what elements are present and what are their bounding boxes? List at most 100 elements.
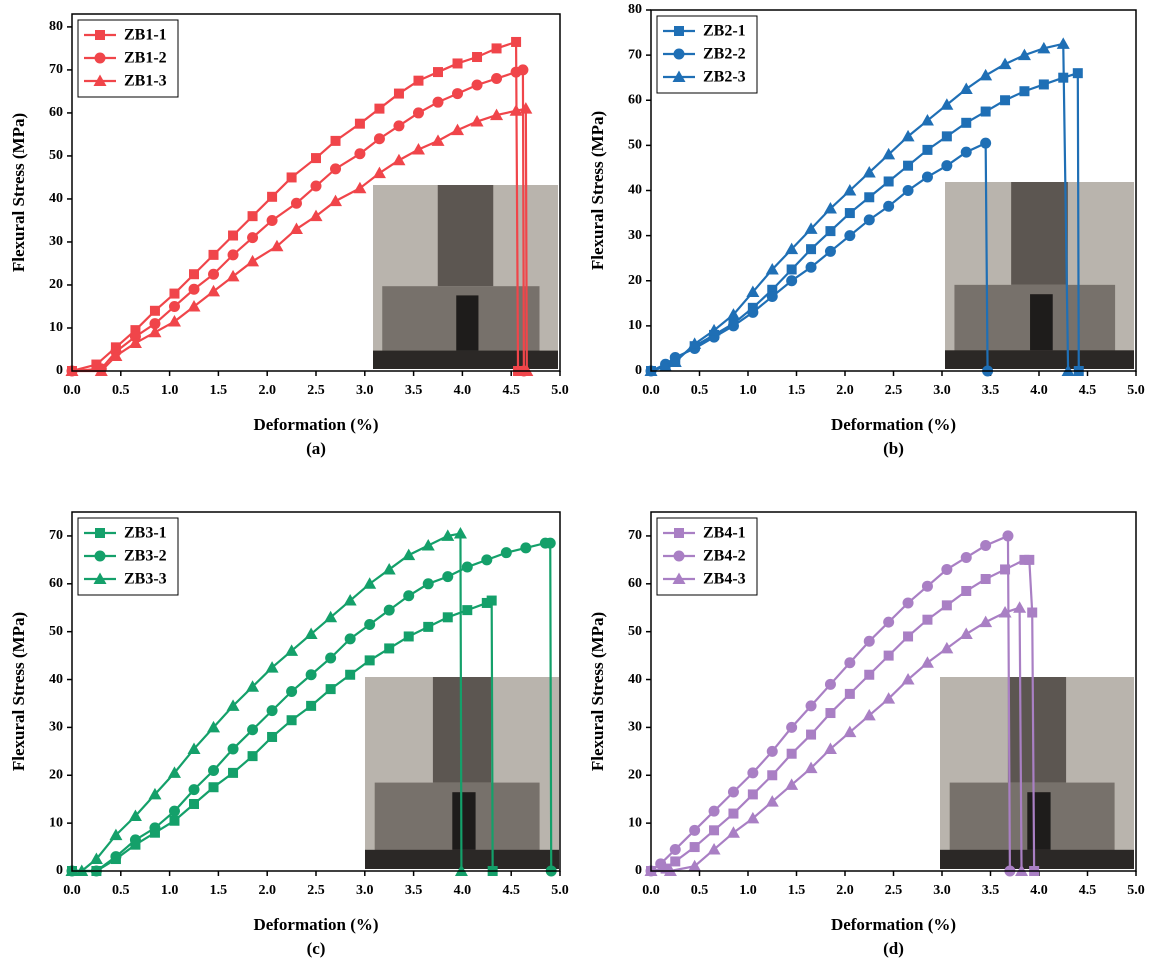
marker <box>786 721 798 733</box>
marker <box>670 856 681 867</box>
y-tick-label: 80 <box>49 19 63 34</box>
panel: 0.0 0.5 1.0 1.5 2.0 2.5 3.0 3.5 4.0 4.5 5.0 0 10 20 30… <box>9 13 569 458</box>
marker <box>421 539 435 551</box>
marker <box>1037 41 1051 54</box>
marker <box>451 123 465 136</box>
marker <box>168 805 180 817</box>
marker <box>1072 68 1083 79</box>
marker <box>921 171 933 183</box>
legend-label: ZB4-1 <box>703 525 746 542</box>
marker <box>511 36 522 47</box>
marker <box>422 578 434 590</box>
marker <box>452 58 463 69</box>
marker <box>785 242 799 255</box>
marker <box>747 767 759 779</box>
marker <box>128 809 142 821</box>
marker <box>470 115 484 127</box>
legend-marker <box>673 48 685 60</box>
marker <box>306 700 317 711</box>
legend-symbol <box>94 52 106 64</box>
marker <box>403 631 414 642</box>
y-tick-label: 10 <box>628 815 642 830</box>
marker <box>669 843 681 855</box>
marker <box>383 604 395 616</box>
marker <box>286 715 297 726</box>
y-tick-label: 10 <box>49 320 63 335</box>
marker <box>309 209 323 222</box>
x-tick-label: 4.0 <box>1030 383 1048 398</box>
y-tick-label: 70 <box>49 528 63 543</box>
marker <box>804 222 818 234</box>
marker <box>130 325 141 336</box>
marker <box>290 197 302 209</box>
marker <box>708 805 720 817</box>
legend-label: ZB2-2 <box>703 46 746 63</box>
marker <box>491 43 502 54</box>
x-tick-label: 2.5 <box>307 883 325 898</box>
marker <box>246 254 260 267</box>
marker <box>481 554 493 566</box>
marker <box>226 269 240 282</box>
caption: (a) <box>306 439 326 458</box>
marker <box>980 540 992 552</box>
marker <box>1027 607 1038 618</box>
marker <box>285 644 299 656</box>
marker <box>659 359 673 372</box>
x-axis-label: Deformation (%) <box>253 415 378 434</box>
legend-label: ZB2-1 <box>703 23 746 40</box>
marker <box>354 118 365 129</box>
x-tick-label: 2.5 <box>885 883 903 898</box>
x-tick-label: 5.0 <box>1127 883 1145 898</box>
marker <box>1024 554 1035 565</box>
legend-symbol <box>94 550 106 562</box>
marker <box>402 548 416 561</box>
marker <box>227 743 239 755</box>
legend-marker <box>672 572 686 584</box>
marker <box>998 606 1012 618</box>
marker <box>286 686 298 697</box>
marker <box>959 82 973 94</box>
marker <box>167 766 181 778</box>
y-tick-label: 60 <box>49 576 63 591</box>
marker <box>979 615 993 628</box>
inset-machine <box>437 185 494 287</box>
inset-post <box>1027 792 1051 850</box>
y-tick-label: 20 <box>49 277 63 292</box>
caption: (d) <box>883 939 904 958</box>
x-tick-label: 1.0 <box>161 383 179 398</box>
marker <box>270 239 284 252</box>
marker <box>353 181 367 194</box>
marker <box>486 595 497 606</box>
plot-frame <box>71 511 561 872</box>
marker <box>655 858 667 870</box>
x-tick-label: 0.0 <box>642 883 660 898</box>
marker <box>785 778 799 790</box>
marker <box>207 720 221 733</box>
legend-marker <box>93 572 107 584</box>
caption: (b) <box>883 439 904 458</box>
marker <box>979 68 993 81</box>
y-tick-label: 40 <box>49 191 63 206</box>
legend-symbol <box>674 528 684 538</box>
x-tick-label: 1.0 <box>739 883 757 898</box>
inset-machine <box>1007 677 1067 783</box>
marker <box>490 108 504 121</box>
marker <box>882 147 896 160</box>
marker <box>304 627 318 640</box>
marker <box>902 185 914 196</box>
marker <box>393 88 404 99</box>
inset-post <box>452 792 476 850</box>
marker <box>207 284 221 297</box>
marker <box>247 751 258 762</box>
marker <box>392 153 406 166</box>
marker <box>883 176 894 187</box>
x-tick-label: 5.0 <box>551 883 569 898</box>
marker <box>689 842 700 853</box>
y-axis-label: Flexural Stress (MPa) <box>9 113 28 272</box>
y-tick-label: 0 <box>56 863 63 878</box>
marker <box>471 79 483 91</box>
marker <box>688 337 702 349</box>
marker <box>500 547 512 559</box>
marker <box>941 160 953 172</box>
marker <box>726 826 740 838</box>
